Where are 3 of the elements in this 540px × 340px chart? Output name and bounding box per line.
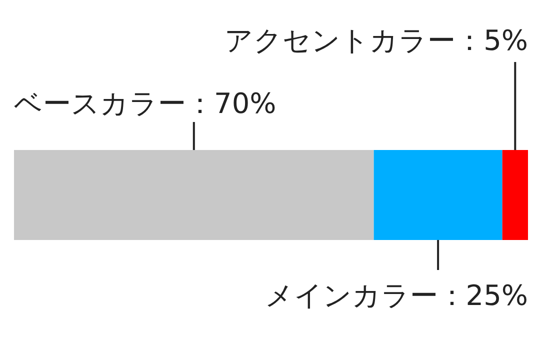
data-label: メインカラー：25%	[264, 279, 528, 312]
data-label: アクセントカラー：5%	[224, 24, 528, 57]
data-label: ベースカラー：70%	[14, 87, 276, 120]
